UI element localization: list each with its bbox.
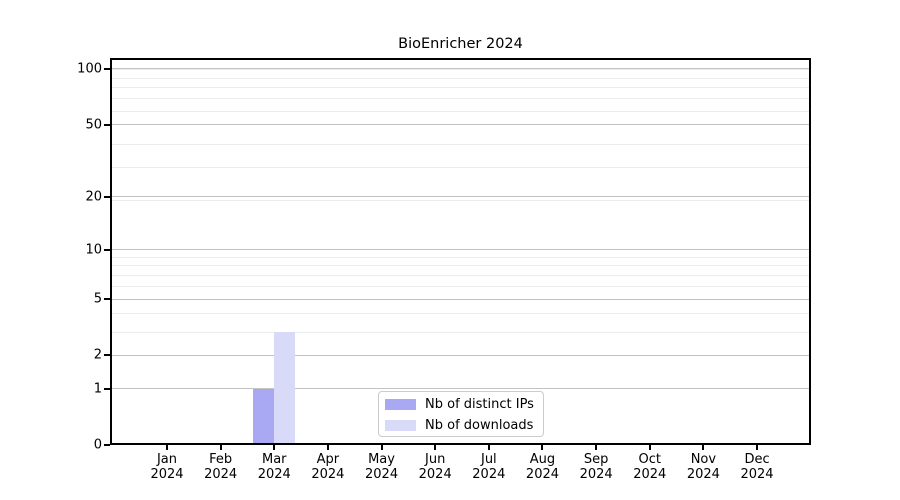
y-tick-label: 0 bbox=[93, 437, 102, 453]
month-name: May bbox=[368, 452, 395, 467]
x-tick-mark bbox=[648, 445, 651, 450]
month-name: Nov bbox=[690, 452, 717, 467]
x-tick-mark bbox=[702, 445, 705, 450]
x-tick-mark bbox=[595, 445, 598, 450]
major-gridline bbox=[110, 354, 811, 356]
x-tick-mark bbox=[541, 445, 544, 450]
minor-gridline bbox=[110, 275, 811, 277]
minor-gridline bbox=[110, 87, 811, 89]
minor-gridline bbox=[110, 77, 811, 79]
month-year: 2024 bbox=[418, 467, 452, 482]
month-name: Apr bbox=[316, 452, 340, 467]
month-name: Jun bbox=[425, 452, 446, 467]
y-tick-label: 5 bbox=[93, 291, 102, 307]
x-tick-label: Aug 2024 bbox=[510, 452, 574, 482]
bar-nb-of-distinct-ips bbox=[253, 388, 275, 445]
x-tick-label: Sep 2024 bbox=[564, 452, 628, 482]
month-year: 2024 bbox=[365, 467, 399, 482]
x-tick-label: Jun 2024 bbox=[403, 452, 467, 482]
legend-entry: Nb of distinct IPs bbox=[385, 394, 543, 415]
y-tick-label: 50 bbox=[85, 117, 102, 133]
y-tick-mark bbox=[104, 248, 110, 251]
month-year: 2024 bbox=[525, 467, 560, 482]
month-name: Jul bbox=[480, 452, 497, 467]
minor-gridline bbox=[110, 69, 811, 71]
month-year: 2024 bbox=[257, 467, 291, 482]
x-tick-label: Apr 2024 bbox=[296, 452, 360, 482]
y-tick-mark bbox=[104, 387, 110, 390]
minor-gridline bbox=[110, 110, 811, 112]
month-name: Dec bbox=[744, 452, 770, 467]
y-tick-label: 20 bbox=[85, 189, 102, 205]
x-tick-label: Nov 2024 bbox=[671, 452, 735, 482]
x-tick-label: Jul 2024 bbox=[457, 452, 521, 482]
minor-gridline bbox=[110, 256, 811, 258]
x-tick-label: Mar 2024 bbox=[242, 452, 306, 482]
y-tick-label: 10 bbox=[85, 242, 102, 258]
major-gridline bbox=[110, 388, 811, 390]
bar-nb-of-downloads bbox=[274, 332, 296, 445]
x-tick-label: May 2024 bbox=[350, 452, 414, 482]
plot-border bbox=[110, 58, 811, 445]
y-tick-mark bbox=[104, 298, 110, 301]
legend-entry: Nb of downloads bbox=[385, 415, 543, 436]
minor-gridline bbox=[110, 285, 811, 287]
month-name: Feb bbox=[209, 452, 233, 467]
major-gridline bbox=[110, 298, 811, 300]
chart-title: BioEnricher 2024 bbox=[398, 36, 523, 52]
x-tick-mark bbox=[219, 445, 222, 450]
legend-label: Nb of distinct IPs bbox=[425, 397, 534, 412]
y-tick-mark bbox=[104, 354, 110, 357]
month-name: Aug bbox=[529, 452, 556, 467]
minor-gridline bbox=[110, 167, 811, 169]
x-tick-mark bbox=[166, 445, 168, 450]
major-gridline bbox=[110, 68, 811, 70]
month-name: Mar bbox=[262, 452, 287, 467]
x-tick-label: Oct 2024 bbox=[618, 452, 682, 482]
y-tick-label: 100 bbox=[77, 61, 102, 77]
major-gridline bbox=[110, 249, 811, 251]
y-tick-mark bbox=[104, 444, 110, 446]
x-tick-label: Feb 2024 bbox=[189, 452, 253, 482]
month-year: 2024 bbox=[579, 467, 613, 482]
legend-rows: Nb of distinct IPs Nb of downloads bbox=[385, 394, 543, 436]
month-year: 2024 bbox=[740, 467, 774, 482]
x-tick-label: Jan 2024 bbox=[135, 452, 199, 482]
month-year: 2024 bbox=[633, 467, 667, 482]
x-tick-mark bbox=[487, 445, 490, 450]
month-year: 2024 bbox=[686, 467, 720, 482]
legend-swatch bbox=[385, 420, 416, 431]
y-tick-mark bbox=[104, 67, 110, 70]
x-tick-mark bbox=[326, 445, 329, 450]
x-tick-mark bbox=[380, 445, 383, 450]
x-tick-mark bbox=[434, 445, 437, 450]
y-tick-label: 1 bbox=[93, 381, 102, 397]
legend-swatch bbox=[385, 399, 416, 410]
major-gridline bbox=[110, 196, 811, 198]
minor-gridline bbox=[110, 331, 811, 333]
y-tick-mark bbox=[104, 195, 110, 198]
month-year: 2024 bbox=[311, 467, 345, 482]
x-tick-mark bbox=[273, 445, 276, 450]
month-year: 2024 bbox=[204, 467, 238, 482]
legend: Nb of distinct IPs Nb of downloads bbox=[378, 391, 544, 437]
month-year: 2024 bbox=[472, 467, 506, 482]
plot-area bbox=[110, 58, 811, 445]
month-year: 2024 bbox=[150, 467, 184, 482]
y-tick-label: 2 bbox=[93, 347, 102, 363]
major-gridline bbox=[110, 124, 811, 126]
month-name: Jan bbox=[156, 452, 178, 467]
legend-label: Nb of downloads bbox=[425, 418, 534, 433]
x-tick-label: Dec 2024 bbox=[725, 452, 789, 482]
minor-gridline bbox=[110, 98, 811, 100]
minor-gridline bbox=[110, 265, 811, 267]
month-name: Sep bbox=[583, 452, 609, 467]
y-tick-mark bbox=[104, 123, 110, 126]
minor-gridline bbox=[110, 200, 811, 202]
minor-gridline bbox=[110, 313, 811, 315]
month-name: Oct bbox=[638, 452, 661, 467]
minor-gridline bbox=[110, 143, 811, 145]
x-tick-mark bbox=[756, 445, 759, 450]
